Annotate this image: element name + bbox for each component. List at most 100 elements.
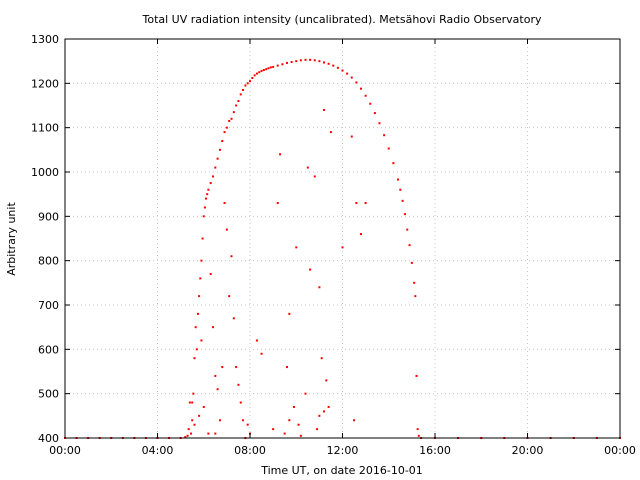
data-point [413,281,416,284]
data-point [403,213,406,216]
data-point [283,432,286,435]
data-point [230,255,233,258]
data-point [237,383,240,386]
data-point [269,66,272,69]
data-point [415,374,418,377]
data-point [364,94,367,97]
data-point [279,153,282,156]
data-point [212,326,214,329]
data-point [414,295,417,298]
data-point [186,434,189,437]
y-tick-label: 800 [38,255,59,268]
data-point [329,131,332,134]
data-point [218,419,221,422]
data-point [246,423,249,426]
data-point [401,199,404,202]
data-point [406,228,409,231]
data-point [195,348,198,351]
data-point [223,202,226,205]
y-tick-label: 400 [38,432,59,445]
data-point [198,295,201,298]
data-point [193,357,196,360]
y-tick-label: 600 [38,343,59,356]
y-tick-label: 700 [38,299,59,312]
data-point [417,434,420,437]
data-point [207,432,210,435]
data-point [309,268,312,271]
data-point [318,60,321,63]
data-point [228,120,231,123]
plot-frame [64,38,621,439]
data-point [281,63,284,66]
data-point [196,312,199,315]
x-tick-label: 00:00 [49,444,81,457]
y-tick-label: 900 [38,210,59,223]
data-point [194,326,197,329]
data-point [201,237,204,240]
data-point [313,59,316,62]
data-point [295,60,298,63]
data-point [286,61,288,64]
data-point [267,67,270,70]
data-point [373,112,376,115]
data-point [235,366,238,369]
x-tick-label: 08:00 [234,444,266,457]
chart-grid [65,39,620,438]
data-point [341,246,344,249]
data-point [290,61,293,64]
x-tick-labels: 00:00 04:00 08:00 12:00 16:00 20:00 00:00 [49,444,636,457]
data-point [355,81,358,84]
data-point [276,64,279,67]
data-point [369,102,372,105]
data-point [408,244,411,247]
data-point [355,202,358,205]
data-point [239,93,242,96]
data-point [295,246,298,249]
data-point [216,388,219,391]
data-point [262,69,265,72]
data-point [353,419,356,422]
data-point [332,64,335,67]
data-point [292,405,295,408]
x-tick-label: 04:00 [142,444,174,457]
data-point [410,261,413,264]
data-point [360,233,362,236]
data-point [239,401,242,404]
data-point [191,419,194,422]
chart-title: Total UV radiation intensity (uncalibrat… [142,13,542,26]
data-point [272,65,275,68]
data-point [416,428,419,431]
data-point [364,202,367,205]
data-point [306,166,309,169]
data-point [230,117,233,120]
data-point [225,228,228,231]
data-point [237,100,240,103]
data-point [212,175,214,178]
y-tick-labels: 400 500 600 700 800 900 1000 1100 1200 1300 [31,33,59,445]
data-point [336,66,339,69]
data-point [228,295,231,298]
data-point [323,108,325,111]
data-point [341,69,344,72]
data-point [392,162,395,165]
data-point [288,312,291,315]
data-point [242,419,245,422]
data-point [286,366,288,369]
data-point [299,434,302,437]
data-point [214,374,217,377]
x-axis-label: Time UT, on date 2016-10-01 [260,464,423,477]
data-point [265,68,268,71]
data-point [323,410,325,413]
data-point [242,88,245,91]
data-point [276,202,279,205]
data-point [316,428,319,431]
data-point [258,71,261,74]
data-point [397,178,399,181]
data-point [206,193,209,196]
data-point [253,74,256,77]
y-tick-label: 1200 [31,77,59,90]
data-point [246,82,249,85]
data-point [288,419,291,422]
data-point [190,432,193,435]
data-point [272,428,275,431]
